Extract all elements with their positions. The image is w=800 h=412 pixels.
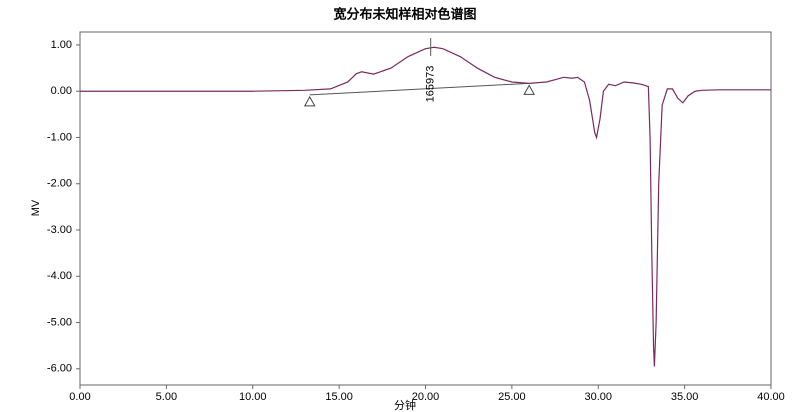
x-tick-label: 15.00	[325, 391, 353, 403]
x-tick-label: 0.00	[69, 391, 90, 403]
peak-label: 165973	[425, 66, 437, 103]
x-tick-label: 5.00	[156, 391, 177, 403]
baseline-marker	[303, 95, 316, 107]
chart-title: 宽分布未知样相对色谱图	[332, 6, 476, 21]
y-tick-label: 0.00	[51, 85, 72, 97]
y-tick-label: -4.00	[47, 270, 72, 282]
baseline-marker	[523, 84, 535, 95]
x-tick-label: 10.00	[239, 391, 267, 403]
y-tick-label: -6.00	[47, 363, 72, 375]
baseline	[309, 82, 530, 96]
x-tick-label: 40.00	[757, 391, 785, 403]
signal-line	[80, 46, 771, 367]
x-axis-label: 分钟	[394, 398, 416, 412]
y-tick-label: -5.00	[47, 316, 72, 328]
x-tick-label: 30.00	[584, 391, 612, 403]
x-tick-label: 20.00	[412, 391, 440, 403]
x-tick-label: 25.00	[498, 391, 526, 403]
y-tick-label: -2.00	[47, 178, 72, 190]
y-tick-label: 1.00	[51, 39, 72, 51]
y-tick-label: -1.00	[47, 131, 72, 143]
y-tick-label: -3.00	[47, 224, 72, 236]
x-tick-label: 35.00	[671, 391, 699, 403]
y-axis-label: MV	[30, 199, 42, 216]
